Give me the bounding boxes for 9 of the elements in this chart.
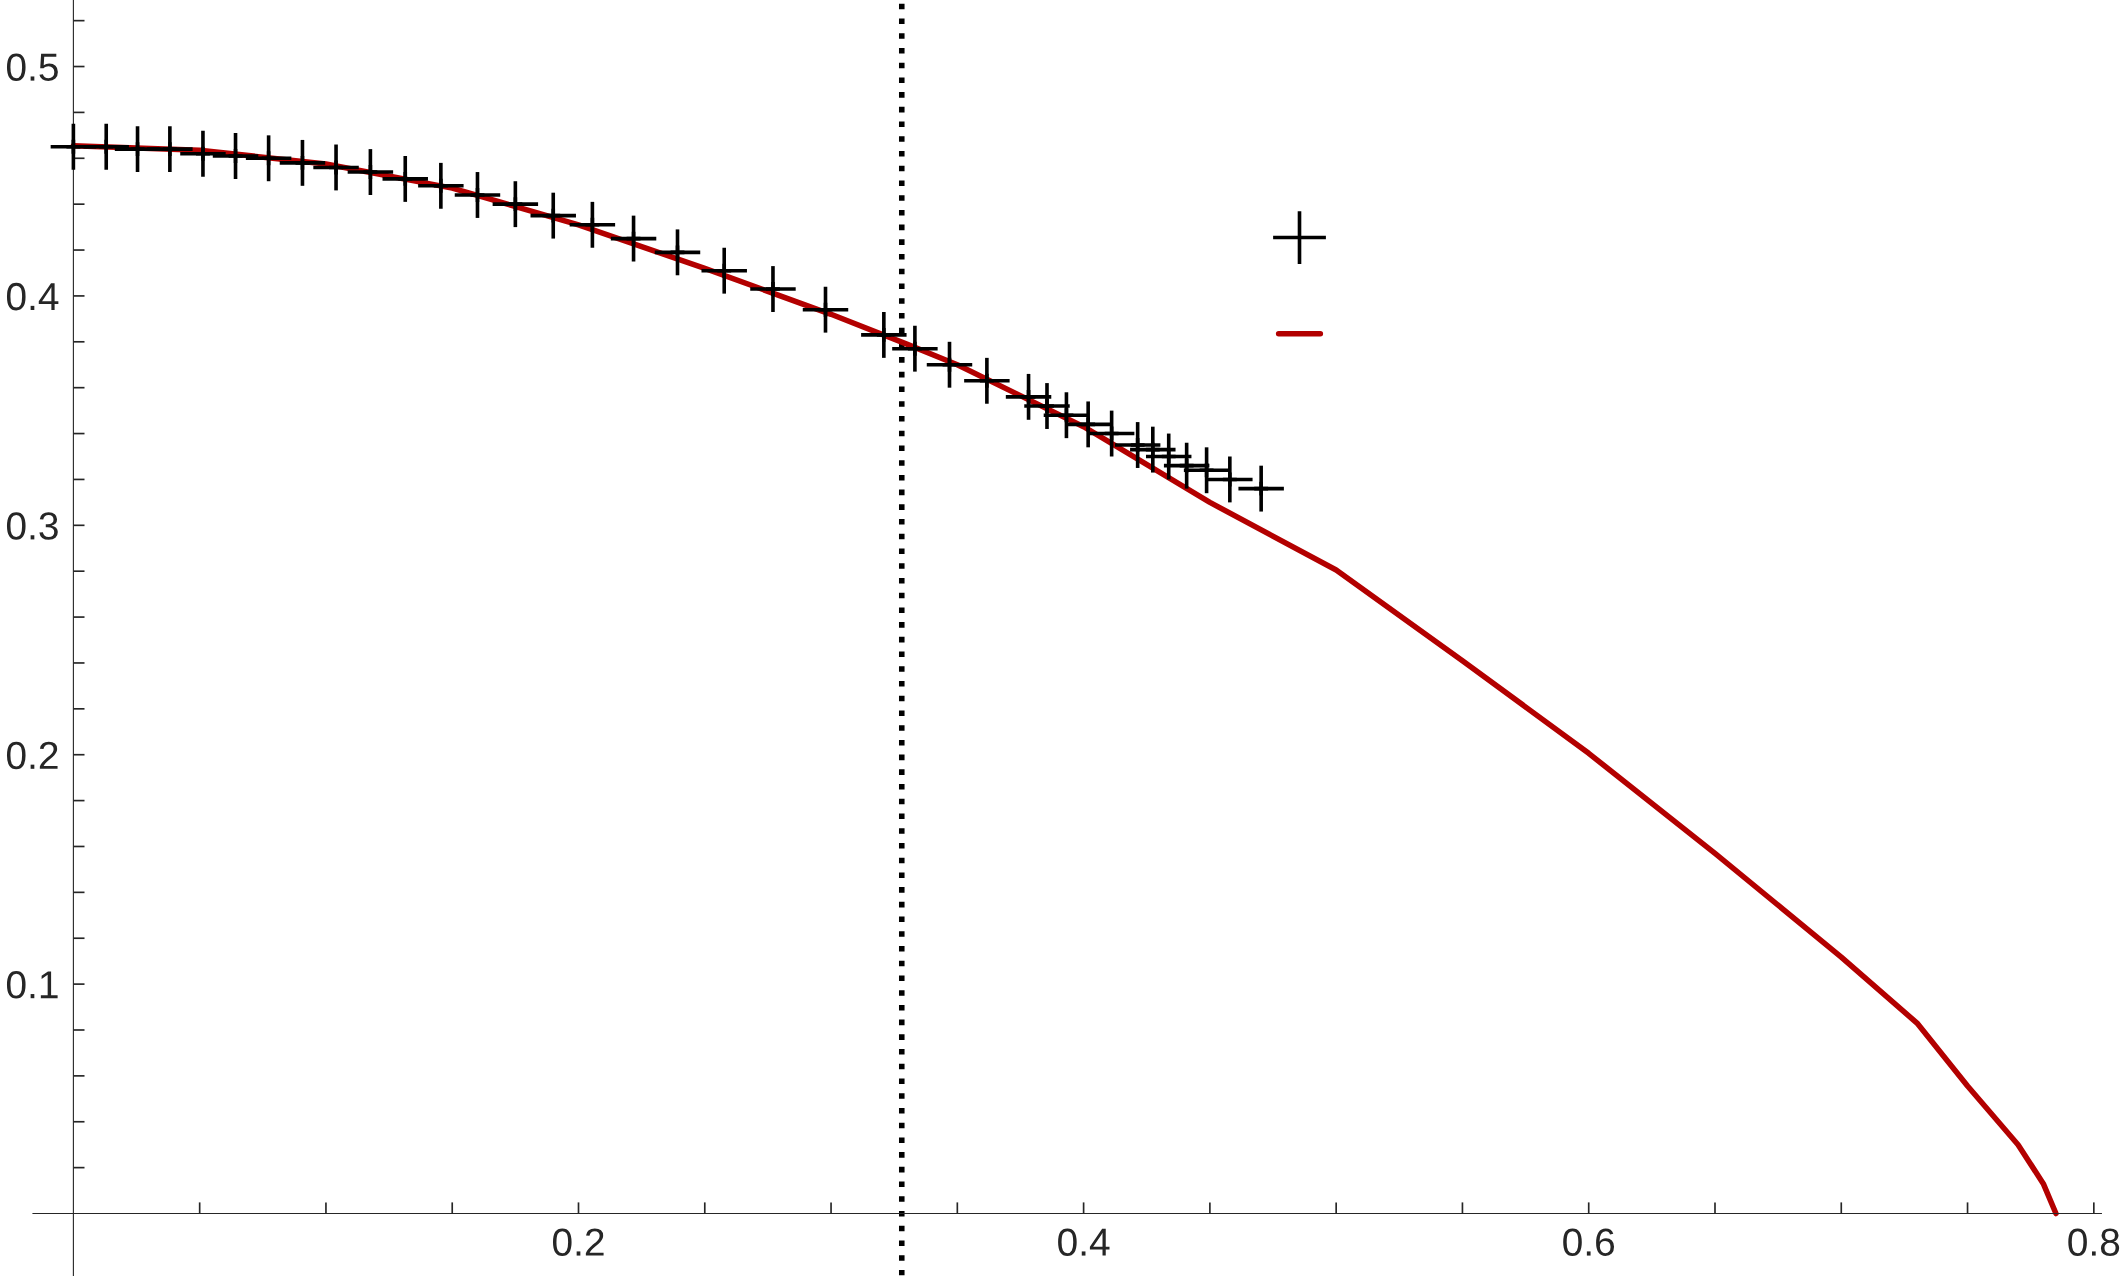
x-tick-label: 0.4 bbox=[1058, 1228, 1110, 1256]
x-tick-label: 0.8 bbox=[2068, 1228, 2120, 1256]
y-tick-label: 0.2 bbox=[6, 741, 58, 770]
x-tick-label: 0.6 bbox=[1563, 1228, 1615, 1256]
x-tick-label: 0.2 bbox=[552, 1228, 604, 1256]
y-tick-label: 0.1 bbox=[6, 971, 58, 999]
y-tick-label: 0.4 bbox=[6, 282, 59, 311]
y-tick-label: 0.3 bbox=[6, 512, 58, 540]
y-tick-label: 0.5 bbox=[6, 53, 58, 81]
